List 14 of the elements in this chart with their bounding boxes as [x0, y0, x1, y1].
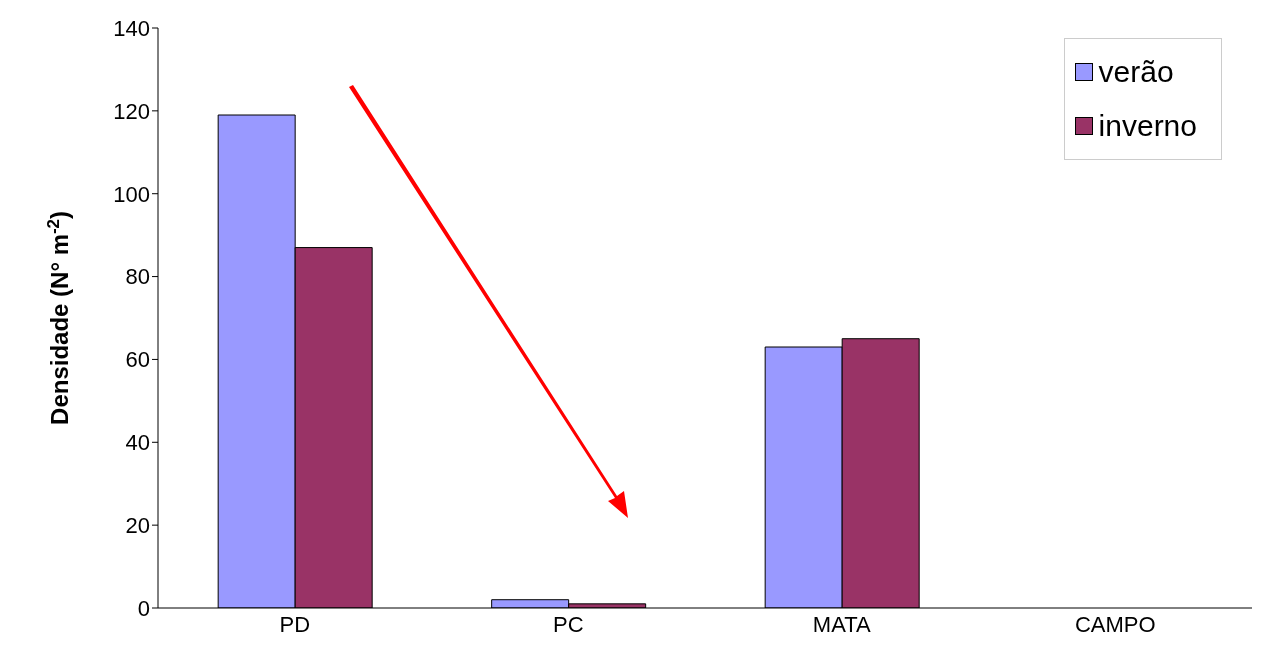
x-tick-label: PC — [552, 611, 584, 637]
legend-label: verão — [1098, 54, 1174, 90]
y-tick-label: 0 — [137, 595, 150, 621]
x-tick-label: PD — [279, 611, 311, 637]
x-tick-label: CAMPO — [1074, 611, 1156, 637]
legend-label: inverno — [1098, 108, 1197, 144]
x-tick-label: MATA — [812, 611, 871, 637]
y-tick-label: 120 — [113, 98, 150, 124]
y-tick-label: 60 — [125, 347, 150, 373]
y-tick-label: 100 — [113, 181, 150, 207]
y-tick-label: 40 — [125, 430, 150, 456]
y-tick-label: 20 — [125, 512, 150, 538]
y-tick-label: 80 — [125, 264, 150, 290]
y-tick-label: 140 — [113, 15, 150, 41]
